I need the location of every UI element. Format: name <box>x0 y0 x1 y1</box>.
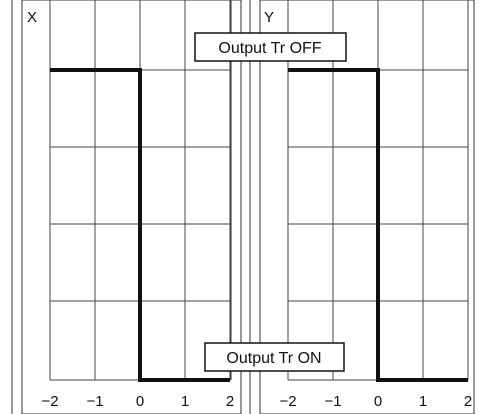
annotation-bottom: Output Tr ON <box>204 342 345 372</box>
panel-x-tick-label-1: −1 <box>86 393 103 410</box>
panel-x-tick-label-0: −2 <box>41 393 58 410</box>
panel-x-tick-label-4: 2 <box>226 393 234 410</box>
panel-y-tick-label-0: −2 <box>279 393 296 410</box>
panel-x-tick-labels: −2 −1 0 1 2 <box>41 393 234 410</box>
panel-x-label: X <box>27 9 37 26</box>
panel-y-tick-label-2: 0 <box>374 393 382 410</box>
panel-y-tick-labels: −2 −1 0 1 2 <box>279 393 472 410</box>
panel-y: Y −2 −1 0 1 2 <box>259 0 475 414</box>
annotation-bottom-text: Output Tr ON <box>226 350 321 367</box>
panel-y-tick-label-3: 1 <box>419 393 427 410</box>
panel-y-series-line <box>288 68 468 382</box>
annotation-top: Output Tr OFF <box>194 32 347 62</box>
panel-y-frame <box>259 0 475 414</box>
panel-x: X −2 −1 0 1 2 <box>21 0 242 414</box>
panel-x-frame <box>21 0 242 414</box>
panel-x-tick-label-2: 0 <box>136 393 144 410</box>
panel-y-tick-label-4: 2 <box>464 393 472 410</box>
panel-x-series-line <box>50 68 230 382</box>
annotation-top-text: Output Tr OFF <box>218 40 321 57</box>
panel-x-tick-label-3: 1 <box>181 393 189 410</box>
panel-y-tick-label-1: −1 <box>324 393 341 410</box>
panel-y-label: Y <box>264 9 274 26</box>
annotation-bottom-box <box>204 342 345 372</box>
annotation-top-box <box>194 32 347 62</box>
